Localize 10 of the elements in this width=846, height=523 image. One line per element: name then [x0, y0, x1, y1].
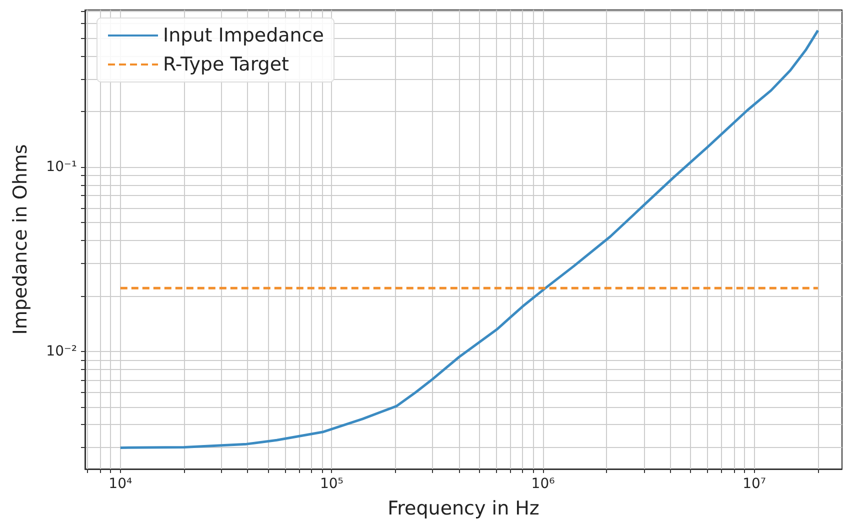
x-tick-label: 10⁷ — [742, 476, 766, 492]
legend-label: Input Impedance — [163, 24, 324, 46]
y-tick-label: 10⁻¹ — [46, 158, 77, 175]
legend-label: R-Type Target — [163, 54, 290, 76]
x-tick-label: 10⁶ — [531, 476, 556, 492]
x-axis-title: Frequency in Hz — [388, 498, 540, 520]
y-axis-title: Impedance in Ohms — [10, 144, 32, 335]
x-tick-label: 10⁴ — [108, 476, 132, 492]
y-tick-label: 10⁻² — [46, 343, 77, 360]
x-tick-label: 10⁵ — [320, 476, 344, 492]
